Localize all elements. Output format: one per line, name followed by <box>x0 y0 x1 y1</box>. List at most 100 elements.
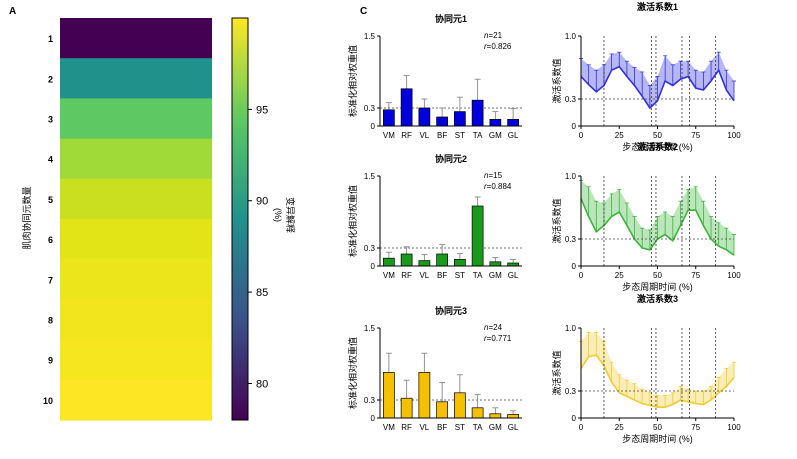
heatmap-cell <box>60 58 212 99</box>
activation-x-axis-title: 步态周期时间 (%) <box>622 433 693 444</box>
bar-category-label: TA <box>473 423 483 432</box>
y-tick-label: 1.5 <box>364 172 376 181</box>
bar <box>471 99 484 127</box>
bar <box>454 392 466 419</box>
bar-category-label: VL <box>419 271 429 280</box>
bar <box>436 253 448 267</box>
bar-y-axis-title: 标准化相对权重值 <box>347 337 358 409</box>
bar-category-label: ST <box>455 271 465 280</box>
r-stat: r=0.771 <box>484 334 512 343</box>
bar-chart-title: 协同元3 <box>435 305 467 316</box>
bar-y-axis-title: 标准化相对权重值 <box>347 185 358 257</box>
x-tick-label: 75 <box>691 271 700 280</box>
y-tick-label: 0 <box>572 262 577 271</box>
bar-category-label: VL <box>419 131 429 140</box>
n-stat-symbol: n <box>484 323 489 332</box>
n-stat: n=24 <box>484 323 503 332</box>
colorbar: 95 90 85 80 变异解释(%) <box>231 17 296 421</box>
y-tick-label: 0.3 <box>565 95 577 104</box>
bar-category-label: GL <box>508 271 519 280</box>
heatmap-cell <box>60 259 212 300</box>
y-tick-label: 0 <box>572 414 577 423</box>
heatmap-cell <box>60 98 212 140</box>
bar <box>418 107 431 127</box>
y-tick-label: 1.5 <box>364 324 376 333</box>
n-stat-value: =21 <box>488 31 502 40</box>
n-stat-value: =24 <box>488 323 502 332</box>
r-stat: r=0.826 <box>484 42 512 51</box>
bar-category-label: VM <box>383 271 395 280</box>
bar-category-label: VM <box>383 131 395 140</box>
heatmap-row-label: 2 <box>48 74 53 84</box>
heatmap-cell <box>60 178 212 220</box>
y-tick-label: 0.3 <box>364 104 376 113</box>
bar-category-label: VL <box>419 423 429 432</box>
x-tick-label: 50 <box>653 131 662 140</box>
bar <box>454 111 466 127</box>
bar-category-label: ST <box>455 423 465 432</box>
bar-category-label: GM <box>489 131 502 140</box>
x-tick-label: 50 <box>653 271 662 280</box>
r-stat-value: =0.826 <box>487 42 512 51</box>
bar-category-label: ST <box>455 131 465 140</box>
heatmap-row-label: 1 <box>48 34 53 44</box>
n-stat-symbol: n <box>484 31 489 40</box>
x-tick-label: 100 <box>727 271 741 280</box>
bar <box>383 372 395 419</box>
colorbar-tick-label: 85 <box>256 287 268 299</box>
colorbar-label: 变异解释(%) <box>273 197 296 233</box>
bar-category-label: BF <box>437 423 447 432</box>
heatmap-row-label: 6 <box>48 235 53 245</box>
bar-category-label: BF <box>437 131 447 140</box>
x-tick-label: 25 <box>615 271 624 280</box>
mean-line <box>580 354 735 408</box>
heatmap-row-label: 5 <box>48 195 53 205</box>
bar-category-label: VM <box>383 423 395 432</box>
n-stat: n=15 <box>484 171 503 180</box>
x-tick-label: 0 <box>579 423 584 432</box>
activation-chart-title: 激活系数3 <box>637 293 678 304</box>
x-tick-label: 0 <box>579 131 584 140</box>
r-stat-symbol: r <box>484 334 487 343</box>
bar-category-label: TA <box>473 271 483 280</box>
bar <box>436 401 448 419</box>
bar-category-label: GL <box>508 423 519 432</box>
bar-category-label: GL <box>508 131 519 140</box>
heatmap-row-label: 3 <box>48 115 53 125</box>
y-tick-label: 0 <box>572 122 577 131</box>
y-tick-label: 1.0 <box>565 324 577 333</box>
n-stat: n=21 <box>484 31 503 40</box>
heatmap-row-label: 4 <box>48 155 53 165</box>
bar <box>400 253 413 267</box>
heatmap-cell <box>60 18 212 59</box>
bar <box>383 257 395 267</box>
heatmap-cell <box>60 339 212 381</box>
x-tick-label: 25 <box>615 131 624 140</box>
bar <box>400 88 413 127</box>
x-tick-label: 100 <box>727 423 741 432</box>
bar-category-label: RF <box>401 131 412 140</box>
bar <box>454 259 466 267</box>
mean-line <box>580 65 735 110</box>
bar <box>471 205 484 267</box>
bar <box>400 397 413 419</box>
y-tick-label: 0 <box>371 262 376 271</box>
bar <box>507 414 519 419</box>
bar-category-label: GM <box>489 423 502 432</box>
bar-chart-title: 协同元1 <box>435 13 467 24</box>
heatmap-cell <box>60 299 212 341</box>
colorbar-tick-label: 90 <box>256 196 268 208</box>
bar <box>489 413 502 419</box>
bar <box>418 260 431 267</box>
activation-chart: 激活系数2 0 0.3 1.0 0 25 50 75 100 步态周期时间 (%) 激活系数值 <box>551 141 741 292</box>
bar <box>418 372 431 419</box>
y-tick-label: 0 <box>371 122 376 131</box>
x-tick-label: 25 <box>615 423 624 432</box>
bar-category-label: BF <box>437 271 447 280</box>
bar <box>507 119 519 127</box>
n-stat-symbol: n <box>484 171 489 180</box>
